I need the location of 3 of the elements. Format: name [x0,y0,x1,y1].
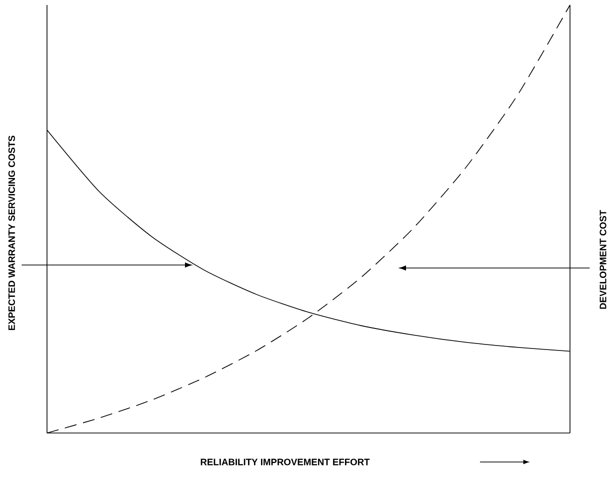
x-axis-title: RELIABILITY IMPROVEMENT EFFORT [200,458,370,466]
y-axis-title: EXPECTED WARRANTY SERVICING COSTS [8,136,15,330]
y2-axis-title: DEVELOPMENT COST [600,210,606,309]
